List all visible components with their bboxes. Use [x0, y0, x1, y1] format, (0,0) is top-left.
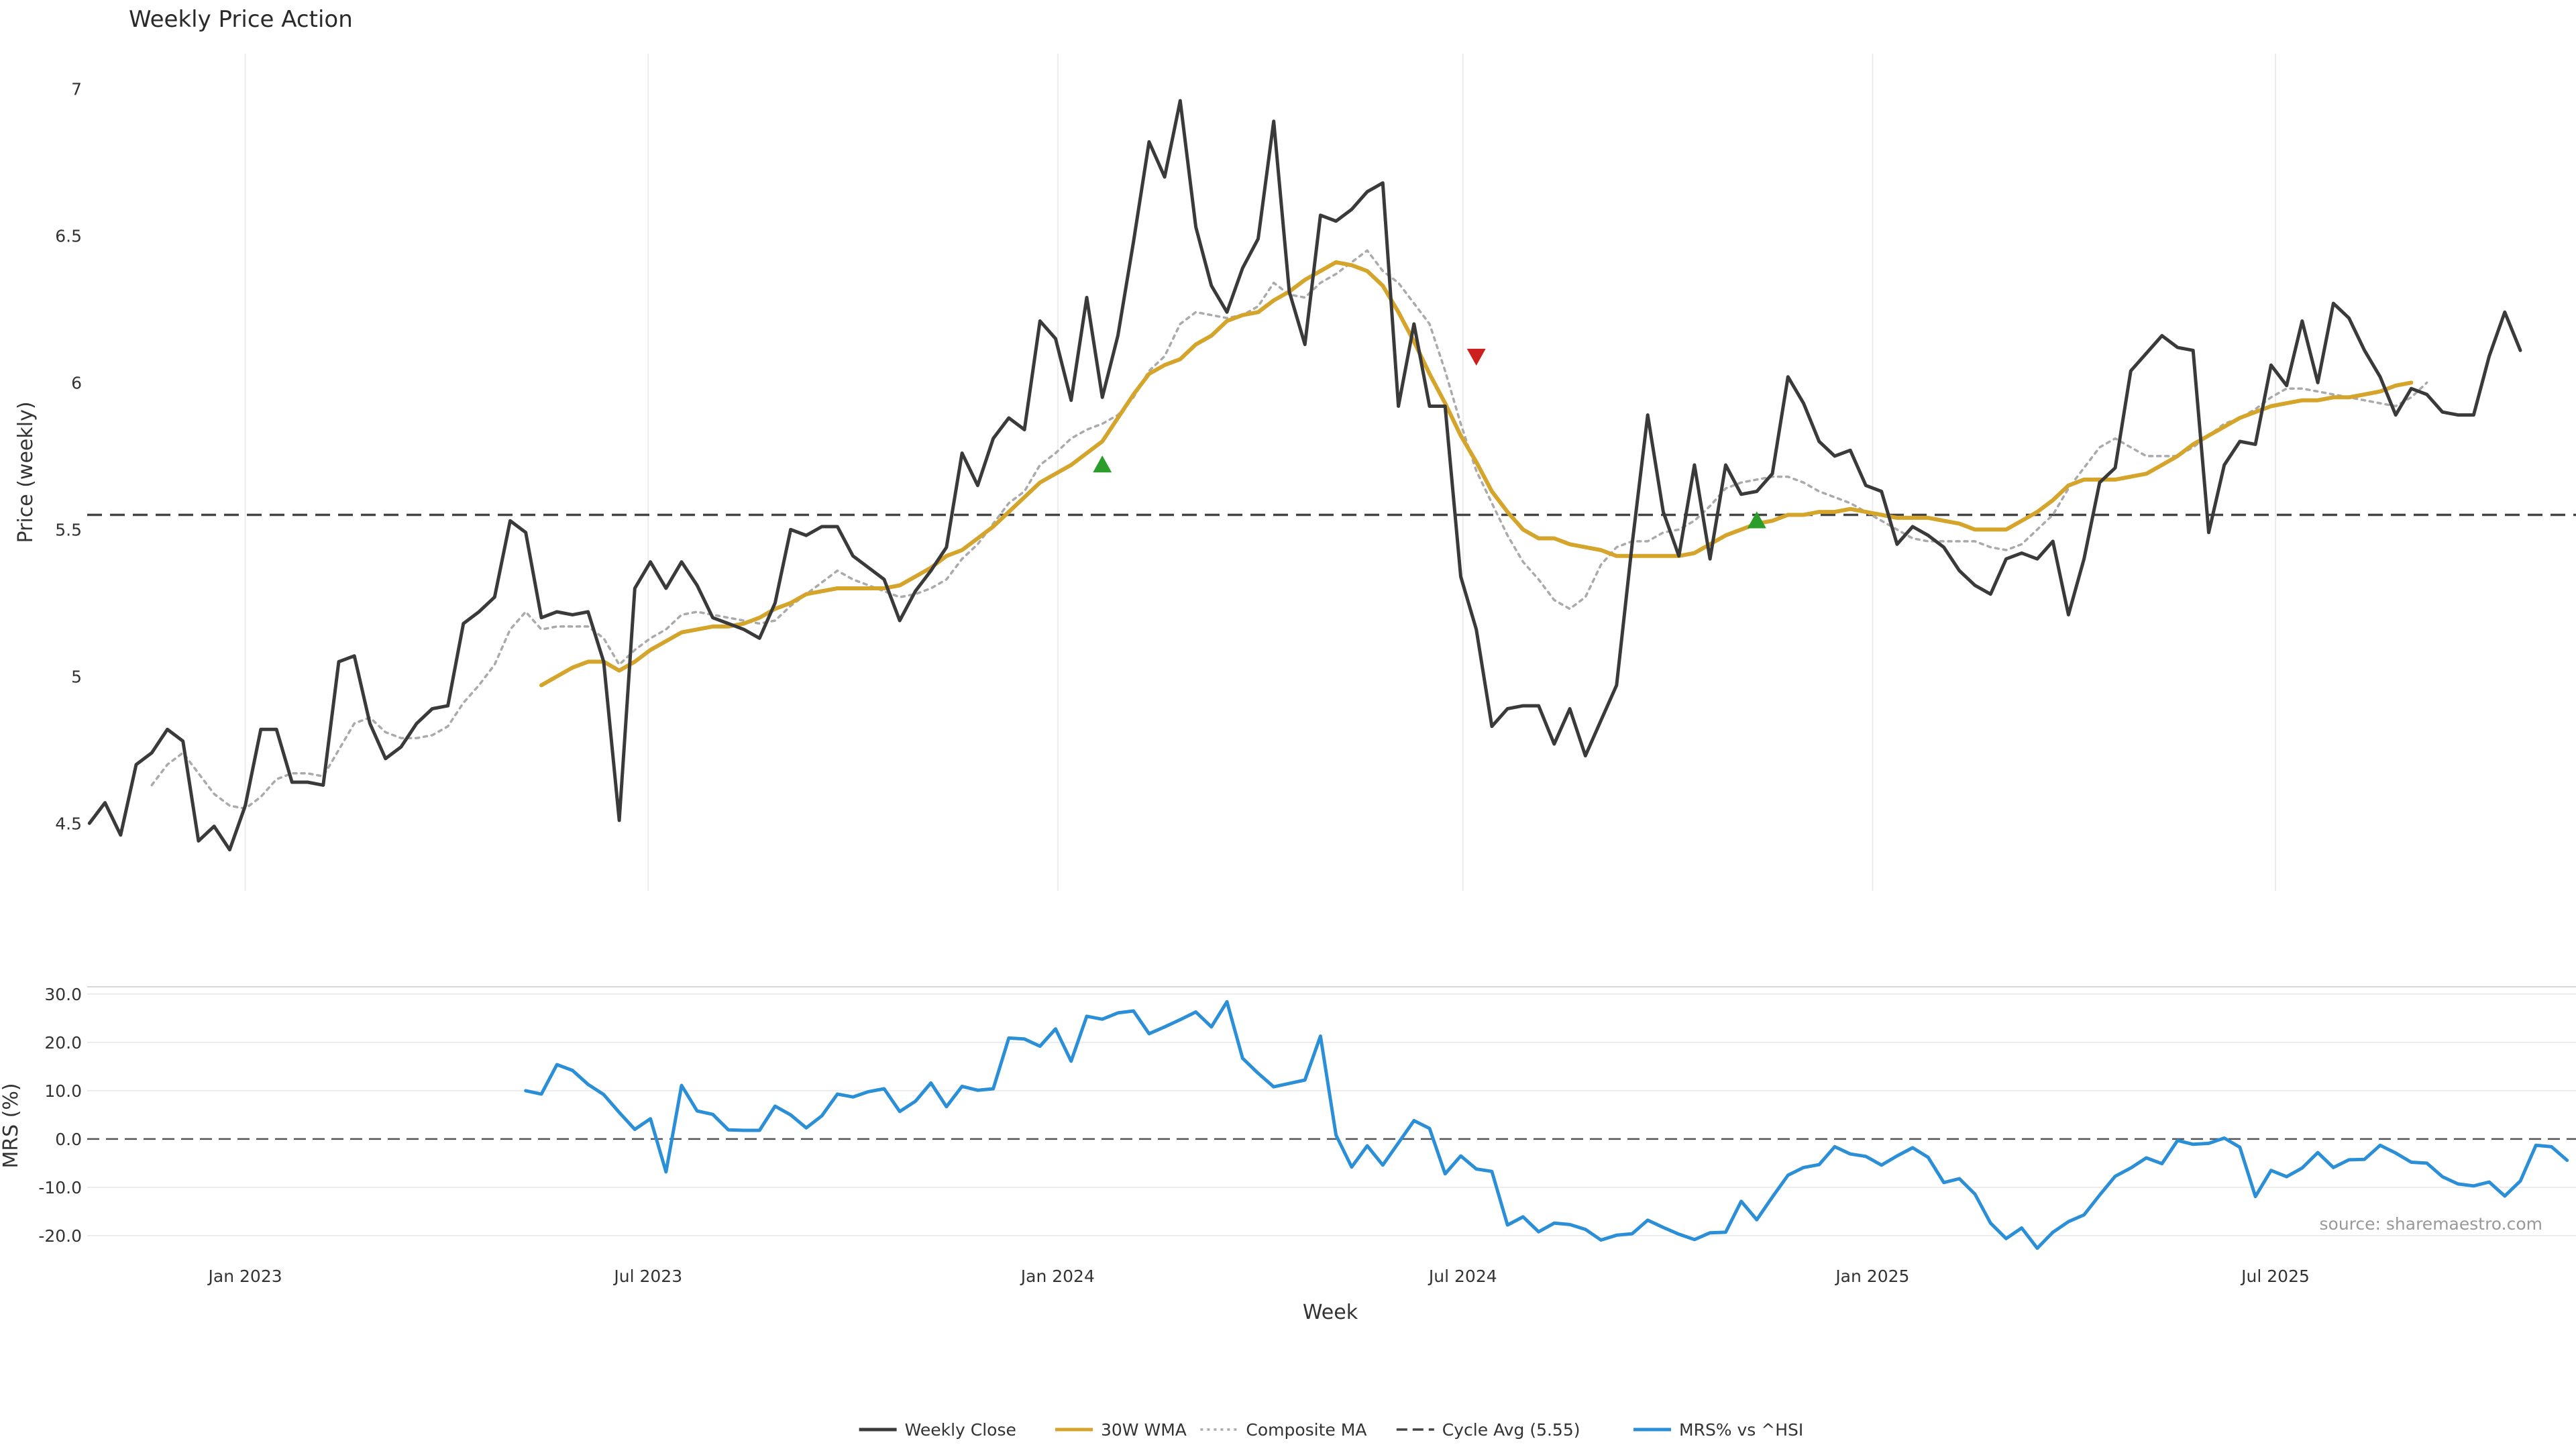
price-y-tick-label: 5: [71, 667, 82, 686]
mrs-y-tick-label: 20.0: [44, 1033, 82, 1053]
buy-signal-marker: [1093, 455, 1112, 473]
sell-signal-marker: [1466, 348, 1486, 366]
price-series-group: [87, 99, 2522, 852]
legend-label: Weekly Close: [905, 1420, 1016, 1440]
chart-title: Weekly Price Action: [129, 6, 353, 33]
mrs-y-tick-label: -10.0: [38, 1178, 82, 1197]
buy-signal-marker: [1747, 511, 1766, 529]
legend-label: 30W WMA: [1101, 1420, 1187, 1440]
price-y-axis-title: Price (weekly): [14, 401, 38, 543]
x-tick-label: Jul 2023: [612, 1267, 682, 1286]
composite-ma-line: [150, 249, 2428, 810]
x-tick-label: Jul 2025: [2240, 1267, 2310, 1286]
x-tick-label: Jan 2024: [1020, 1267, 1095, 1286]
x-tick-label: Jan 2023: [207, 1267, 282, 1286]
mrs-y-tick-label: -20.0: [38, 1226, 82, 1246]
price-y-tick-label: 5.5: [55, 520, 82, 539]
mrs-line: [524, 1000, 2569, 1250]
mrs-y-tick-label: 10.0: [44, 1081, 82, 1101]
x-tick-label: Jan 2025: [1834, 1267, 1909, 1286]
legend: Weekly Close 30W WMA Composite MA Cycle Avg…: [859, 1420, 1803, 1440]
mrs-gridlines: [87, 993, 2576, 1236]
price-y-tick-label: 4.5: [55, 814, 82, 833]
mrs-y-tick-label: 30.0: [44, 985, 82, 1004]
mrs-y-tick-label: 0.0: [55, 1130, 82, 1149]
source-annotation: source: sharemaestro.com: [2320, 1214, 2543, 1234]
legend-label: Composite MA: [1246, 1420, 1366, 1440]
weekly-close-line: [87, 99, 2522, 852]
mrs-series-group: [524, 1000, 2569, 1250]
legend-label: MRS% vs ^HSI: [1679, 1420, 1803, 1440]
x-tick-label: Jul 2024: [1428, 1267, 1497, 1286]
mrs-panel: MRS (%) -20.0 -10.0 0.0 10.0 20.0 30.0 Jan 20…: [0, 985, 2576, 1324]
mrs-y-axis-title: MRS (%): [0, 1083, 23, 1168]
x-tick-labels: Jan 2023 Jul 2023 Jan 2024 Jul 2024 Jan 2025…: [207, 1267, 2310, 1286]
price-y-tick-labels: 4.5 5 5.5 6 6.5 7: [55, 80, 82, 834]
price-panel: Weekly Price Action Price (weekly) 4.5 5 5…: [14, 6, 2576, 891]
price-y-tick-label: 7: [71, 80, 82, 99]
price-y-tick-label: 6: [71, 373, 82, 392]
x-axis-title: Week: [1303, 1301, 1358, 1324]
price-y-tick-label: 6.5: [55, 226, 82, 246]
signal-markers: [1093, 348, 1766, 529]
30w-wma-line: [539, 260, 2414, 688]
legend-label: Cycle Avg (5.55): [1442, 1420, 1580, 1440]
price-gridlines: [244, 54, 2277, 891]
mrs-y-tick-labels: -20.0 -10.0 0.0 10.0 20.0 30.0: [38, 985, 82, 1246]
